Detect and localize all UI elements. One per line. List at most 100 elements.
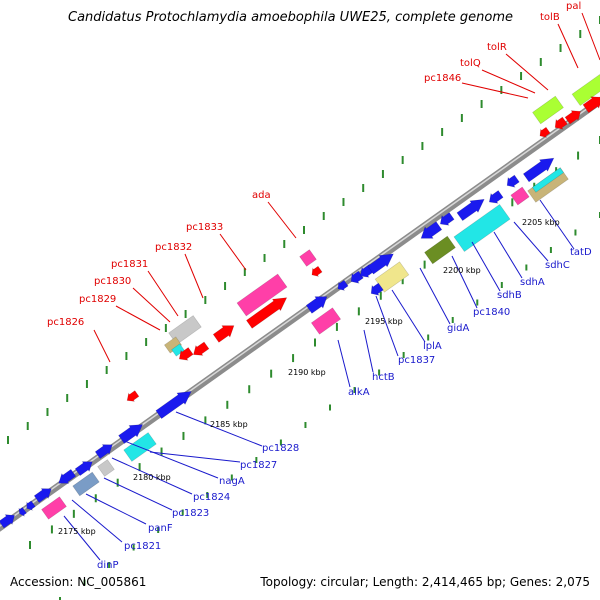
- map-title: Candidatus Protochlamydia amoebophila UW…: [68, 10, 514, 25]
- leader-line: [63, 515, 101, 561]
- gene-feature: [531, 167, 565, 193]
- gene-feature: [539, 126, 551, 138]
- gene-label-bottom: tatD: [570, 247, 592, 258]
- scale-label: 2190 kbp: [288, 368, 326, 377]
- gene-shape: [564, 110, 581, 125]
- gene-shape: [522, 157, 555, 183]
- gene-shape: [506, 174, 520, 188]
- gene-shape: [97, 459, 115, 477]
- gene-label-top: ada: [252, 190, 271, 201]
- gene-shape: [370, 282, 384, 296]
- gene-feature: [420, 221, 443, 239]
- gene-feature: [350, 270, 364, 284]
- scale-label: 2185 kbp: [210, 420, 248, 429]
- leader-line: [493, 231, 523, 279]
- leader-line: [115, 305, 161, 331]
- gene-label-top: pc1846: [424, 73, 461, 84]
- leader-line: [391, 289, 426, 343]
- gene-shape: [212, 325, 235, 343]
- gene-feature: [178, 347, 194, 361]
- leader-line: [481, 69, 536, 94]
- gene-shape: [18, 506, 27, 517]
- leader-line: [375, 295, 399, 357]
- leader-line: [132, 287, 171, 323]
- gene-shape: [74, 461, 93, 477]
- gene-feature: [245, 297, 288, 329]
- gene-feature: [439, 212, 455, 226]
- gene-feature: [193, 341, 210, 356]
- gene-label-bottom: pc1840: [473, 307, 510, 318]
- gene-shape: [245, 297, 288, 329]
- gene-shape: [236, 273, 288, 317]
- gene-shape: [94, 444, 113, 460]
- gene-shape: [193, 341, 210, 356]
- gene-shape: [33, 488, 52, 504]
- gene-feature: [367, 253, 394, 275]
- gene-shape: [163, 336, 183, 354]
- leader-line: [267, 201, 297, 239]
- gene-shape: [350, 270, 364, 284]
- gene-label-bottom: lplA: [423, 341, 442, 352]
- leader-line: [539, 199, 575, 250]
- gene-labels: pc1826 pc1829 pc1830 pc1831 pc1832 pc1833 ada p…: [47, 1, 592, 571]
- gene-shape: [510, 186, 530, 206]
- leader-line: [581, 12, 600, 61]
- leader-line: [71, 499, 123, 543]
- gene-label-top: tolQ: [460, 58, 481, 69]
- gene-feature: [74, 461, 93, 477]
- gene-label-bottom: dinP: [97, 560, 119, 571]
- gene-feature: [582, 96, 600, 114]
- gene-feature: [155, 391, 192, 419]
- gene-shape: [126, 390, 140, 402]
- gene-shape: [571, 74, 600, 106]
- gene-feature: [510, 186, 530, 206]
- gene-feature: [337, 279, 349, 291]
- gene-shape: [72, 471, 100, 497]
- gene-label-bottom: pc1823: [172, 508, 209, 519]
- gene-feature: [522, 157, 555, 183]
- leader-line: [184, 253, 204, 299]
- gene-shape: [539, 126, 551, 138]
- gene-shape: [531, 167, 565, 193]
- leader-line: [471, 241, 501, 292]
- gene-shape: [424, 235, 456, 265]
- gene-label-bottom: nagA: [219, 476, 245, 487]
- gene-label-top: pc1832: [155, 242, 192, 253]
- gene-feature: [33, 488, 52, 504]
- gene-shape: [155, 391, 192, 419]
- gene-label-bottom: pc1828: [262, 443, 299, 454]
- gene-shape: [554, 116, 568, 130]
- gene-shape: [311, 265, 323, 277]
- gene-feature: [163, 336, 183, 354]
- gene-shape: [58, 468, 77, 484]
- leader-line: [363, 329, 374, 373]
- gene-feature: [212, 325, 235, 343]
- gene-feature: [0, 514, 15, 529]
- leader-line: [219, 233, 247, 271]
- leader-line: [149, 451, 241, 463]
- topology-text: Topology: circular; Length: 2,414,465 bp…: [260, 575, 590, 589]
- leader-line: [337, 339, 351, 388]
- genome-backbone: [0, 96, 600, 532]
- gene-label-bottom: pc1824: [193, 492, 230, 503]
- gene-feature: [310, 307, 342, 335]
- gene-feature: [72, 471, 100, 497]
- gene-feature: [532, 95, 564, 125]
- gene-shape: [367, 253, 394, 275]
- gene-feature: [26, 500, 36, 511]
- gene-shape: [532, 95, 564, 125]
- gene-feature: [94, 444, 113, 460]
- gene-label-bottom: pc1821: [124, 541, 161, 552]
- gene-feature: [571, 74, 600, 106]
- leader-line: [93, 329, 111, 363]
- gene-track: [0, 74, 600, 529]
- gene-shape: [488, 190, 504, 204]
- gene-label-bottom: pc1837: [398, 355, 435, 366]
- gene-feature: [453, 204, 511, 252]
- leader-line: [103, 477, 173, 511]
- leader-line: [557, 23, 579, 69]
- gene-label-bottom: panF: [148, 523, 173, 534]
- gene-feature: [554, 116, 568, 130]
- gene-shape: [439, 212, 455, 226]
